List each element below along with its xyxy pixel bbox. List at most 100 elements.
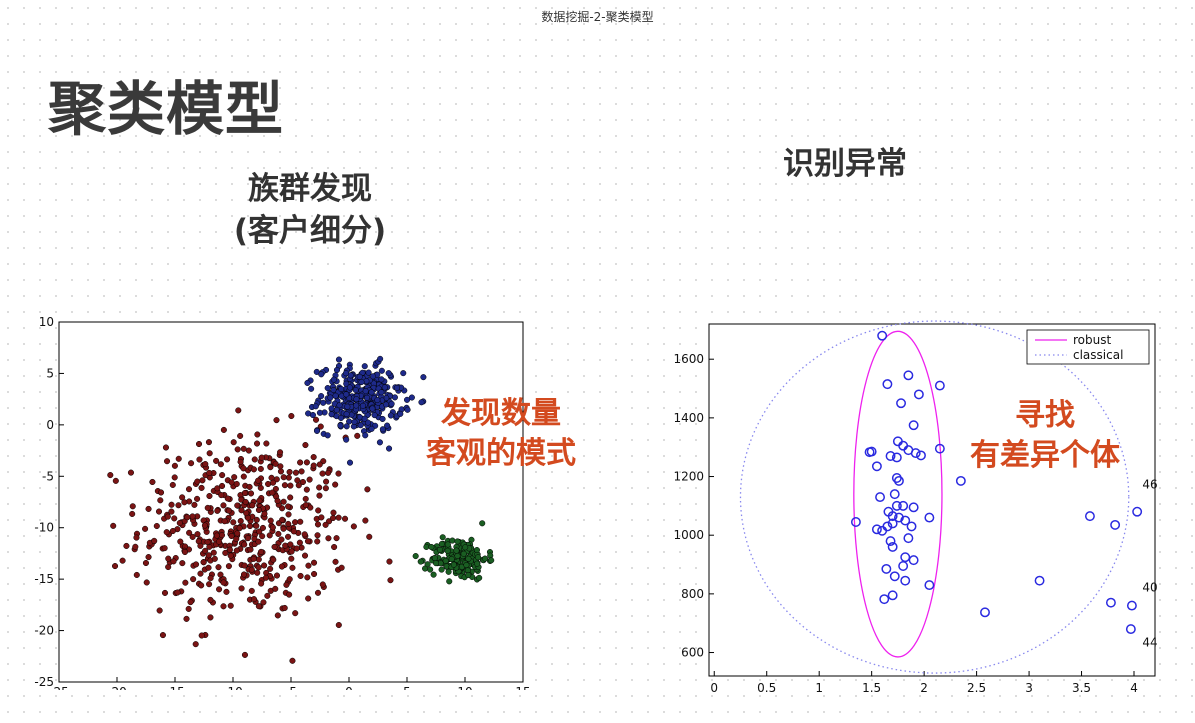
data-point <box>850 517 861 527</box>
cluster-0-point <box>119 557 126 564</box>
cluster-0-point <box>238 507 245 514</box>
cluster-0-point <box>214 507 221 514</box>
legend-robust-label: robust <box>1073 333 1111 347</box>
cluster-0-point <box>163 529 170 536</box>
cluster-0-point <box>316 461 323 468</box>
data-point <box>898 561 909 571</box>
cluster-0-point <box>316 492 323 499</box>
cluster-0-point <box>143 579 150 586</box>
y-tick-label: -5 <box>42 469 54 483</box>
x-tick-label: 3 <box>1025 681 1033 695</box>
cluster-0-point <box>284 533 292 540</box>
cluster-2-point <box>439 534 446 541</box>
cluster-2-point <box>460 550 467 557</box>
cluster-0-point <box>273 572 281 579</box>
cluster-2-point <box>436 546 444 553</box>
cluster-2-point <box>462 544 469 551</box>
cluster-0-point <box>213 532 220 539</box>
cluster-0-point <box>287 494 294 501</box>
cluster-0-point <box>107 472 114 479</box>
cluster-0-point <box>224 456 231 463</box>
data-point <box>955 475 966 486</box>
cluster-0-point <box>185 486 193 493</box>
cluster-0-point <box>233 535 240 542</box>
cluster-0-point <box>240 445 247 452</box>
cluster-0-point <box>205 552 212 559</box>
cluster-0-point <box>287 541 294 548</box>
cluster-0-point <box>292 519 299 526</box>
cluster-0-point <box>386 558 393 565</box>
left-heading-line1: 族群发现 <box>248 171 372 207</box>
cluster-0-point <box>311 570 318 578</box>
cluster-0-point <box>270 479 277 486</box>
x-tick-label: 2.5 <box>967 681 986 695</box>
cluster-0-point <box>259 533 266 540</box>
cluster-1-point <box>361 415 368 422</box>
cluster-0-point <box>298 468 305 475</box>
cluster-1-point <box>352 387 359 394</box>
cluster-0-point <box>250 466 257 473</box>
cluster-0-point <box>319 470 326 477</box>
cluster-0-point <box>322 521 329 528</box>
cluster-2-point <box>453 547 460 554</box>
cluster-0-point <box>246 483 253 490</box>
data-point <box>1084 511 1095 522</box>
cluster-0-point <box>129 510 136 517</box>
cluster-1-point <box>364 419 372 426</box>
cluster-0-point <box>220 579 227 586</box>
cluster-0-point <box>314 521 322 528</box>
cluster-0-point <box>186 529 193 536</box>
data-point <box>913 389 924 400</box>
data-point <box>864 447 875 458</box>
data-point <box>887 590 898 601</box>
cluster-1-point <box>374 396 381 404</box>
cluster-0-point <box>254 569 261 576</box>
cluster-0-point <box>304 574 311 581</box>
cluster-0-point <box>171 462 178 469</box>
data-point <box>934 443 945 454</box>
cluster-0-point <box>255 477 262 484</box>
cluster-1-point <box>338 385 345 392</box>
cluster-0-point <box>244 535 252 542</box>
cluster-0-point <box>292 469 299 476</box>
cluster-1-point <box>378 367 385 374</box>
cluster-0-point <box>335 621 342 629</box>
data-point <box>875 492 886 503</box>
data-point <box>900 515 911 526</box>
cluster-0-point <box>228 479 235 486</box>
cluster-0-point <box>153 522 160 530</box>
cluster-2-point <box>412 553 419 560</box>
cluster-0-point <box>111 563 119 570</box>
cluster-1-point <box>387 412 394 419</box>
cluster-0-point <box>149 478 156 486</box>
cluster-0-point <box>223 588 230 595</box>
cluster-0-point <box>240 571 248 578</box>
cluster-0-point <box>234 530 241 537</box>
cluster-0-point <box>255 564 262 571</box>
data-point <box>896 398 906 409</box>
cluster-0-point <box>289 564 296 571</box>
cluster-0-point <box>297 459 304 466</box>
outlier-label: 46 <box>1142 477 1157 491</box>
cluster-0-point <box>225 563 232 570</box>
cluster-2-point <box>442 557 449 564</box>
cluster-2-point <box>423 543 430 550</box>
plot-area <box>708 323 1156 677</box>
right-callout: 寻找 有差异个体 <box>950 396 1140 476</box>
cluster-0-point <box>364 486 371 493</box>
cluster-0-point <box>204 504 211 511</box>
cluster-1-point <box>316 409 323 416</box>
cluster-0-point <box>129 503 136 510</box>
data-point <box>1110 519 1121 530</box>
cluster-1-point <box>379 426 386 433</box>
data-point <box>891 500 902 511</box>
cluster-0-point <box>295 482 302 489</box>
cluster-0-point <box>272 585 279 592</box>
cluster-1-point <box>368 389 375 396</box>
cluster-0-point <box>241 541 248 548</box>
cluster-0-point <box>387 577 394 584</box>
cluster-0-point <box>285 511 292 518</box>
x-tick-label: 0 <box>710 681 718 695</box>
cluster-0-point <box>132 543 139 550</box>
cluster-0-point <box>182 579 189 586</box>
